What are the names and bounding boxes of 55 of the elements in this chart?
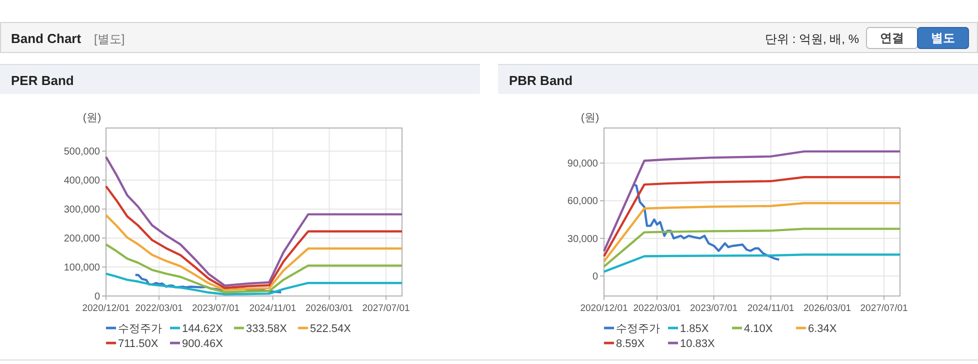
legend-label: 144.62X bbox=[182, 323, 224, 335]
y-tick-label: 0 bbox=[94, 292, 100, 302]
y-tick-label: 100,000 bbox=[64, 262, 100, 274]
legend-label: 333.58X bbox=[246, 323, 288, 335]
line-series bbox=[104, 214, 404, 292]
text: Band Chart bbox=[11, 31, 82, 46]
legend-label: 4.10X bbox=[744, 323, 774, 335]
x-tick-label: 2023/07/01 bbox=[690, 303, 738, 314]
x-tick-label: 2026/03/01 bbox=[306, 303, 354, 314]
legend-label: 8.59X bbox=[616, 338, 646, 350]
legend-label: 6.34X bbox=[808, 323, 838, 335]
line-series bbox=[134, 274, 282, 294]
x-tick-label: 2024/11/01 bbox=[249, 303, 296, 314]
line-series bbox=[104, 272, 404, 296]
x-tick-label: 2027/07/01 bbox=[860, 303, 908, 314]
x-tick-label: 2026/03/01 bbox=[804, 303, 852, 314]
y-tick-label: 90,000 bbox=[567, 158, 598, 170]
x-tick-label: 2024/11/01 bbox=[747, 303, 794, 314]
y-tick-label: 0 bbox=[592, 271, 598, 282]
line-series bbox=[104, 243, 404, 294]
text: 별도 bbox=[931, 31, 955, 45]
legend-label: 711.50X bbox=[118, 338, 159, 350]
text: [별도] bbox=[94, 32, 125, 46]
legend-label: 1.85X bbox=[680, 323, 710, 335]
line-series bbox=[602, 228, 902, 268]
legend-label: 수정주가 bbox=[118, 323, 162, 335]
line-series bbox=[104, 185, 404, 289]
y-tick-label: 500,000 bbox=[64, 146, 100, 158]
line-series bbox=[104, 156, 404, 287]
line-series bbox=[602, 176, 902, 258]
line-series bbox=[602, 254, 902, 273]
line-series bbox=[602, 150, 902, 252]
chart-title: PER Band bbox=[11, 73, 74, 88]
chart-title: PBR Band bbox=[509, 73, 573, 88]
legend-label: 수정주가 bbox=[616, 323, 660, 335]
x-tick-label: 2022/03/01 bbox=[633, 303, 681, 314]
y-axis-title: (원) bbox=[580, 112, 600, 124]
text: 단위 : 억원, 배, % bbox=[764, 32, 860, 46]
x-tick-label: 2020/12/01 bbox=[580, 303, 628, 314]
x-tick-label: 2023/07/01 bbox=[192, 303, 240, 314]
legend-label: 522.54X bbox=[310, 323, 352, 335]
legend-label: 10.83X bbox=[680, 338, 716, 350]
line-series bbox=[602, 202, 902, 262]
y-tick-label: 60,000 bbox=[567, 196, 598, 208]
text: 연결 bbox=[880, 31, 904, 45]
y-tick-label: 30,000 bbox=[567, 234, 598, 245]
line-series bbox=[632, 183, 780, 261]
y-tick-label: 400,000 bbox=[64, 176, 100, 187]
x-tick-label: 2027/07/01 bbox=[362, 303, 410, 314]
y-tick-label: 300,000 bbox=[64, 204, 100, 216]
y-axis-title: (원) bbox=[82, 112, 102, 124]
y-tick-label: 200,000 bbox=[64, 234, 100, 245]
x-tick-label: 2020/12/01 bbox=[82, 303, 130, 314]
x-tick-label: 2022/03/01 bbox=[135, 303, 183, 314]
legend-label: 900.46X bbox=[182, 338, 224, 350]
